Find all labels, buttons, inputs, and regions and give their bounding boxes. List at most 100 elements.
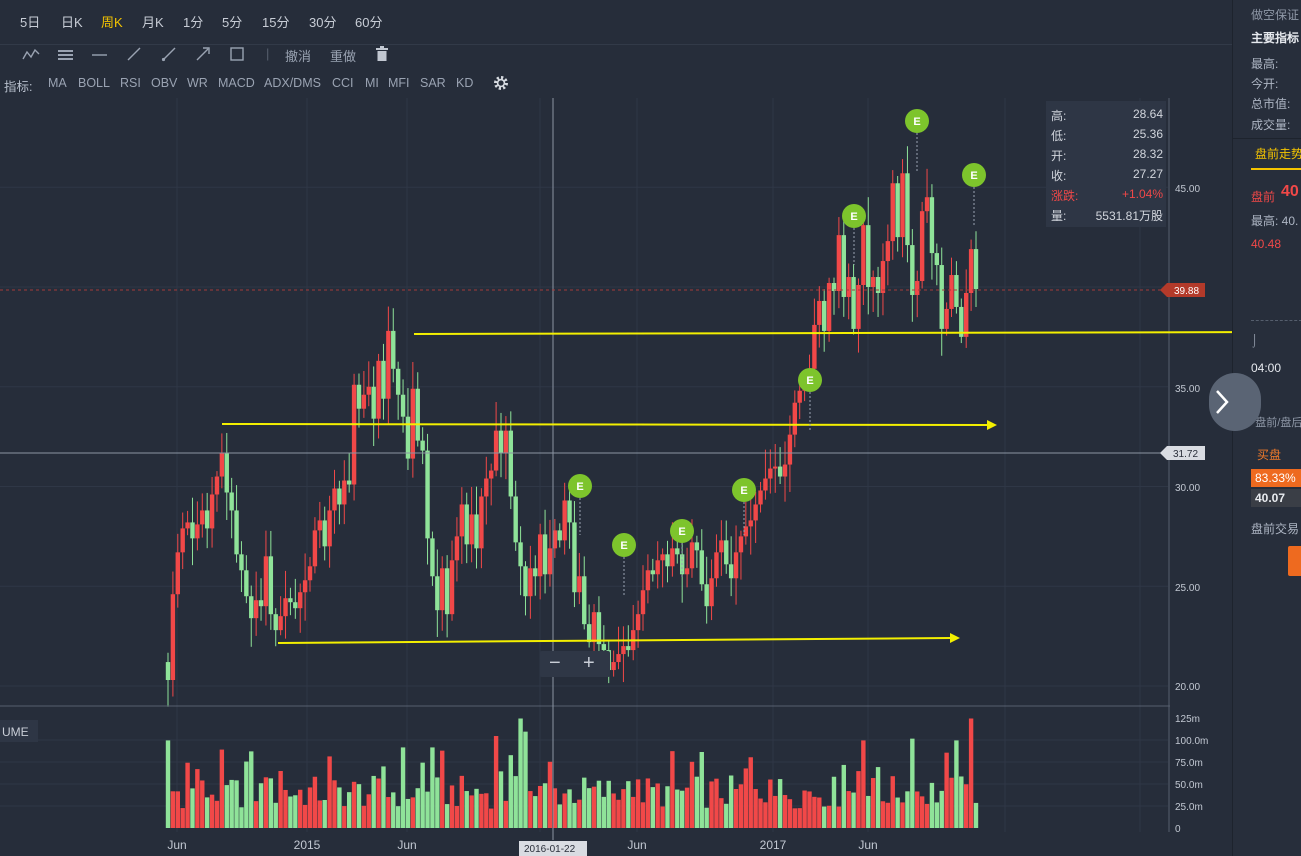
- tab-5min[interactable]: 5分: [222, 15, 243, 30]
- indicator-sar[interactable]: SAR: [420, 76, 446, 90]
- indicator-obv[interactable]: OBV: [151, 76, 178, 90]
- candle: [214, 471, 220, 512]
- ray-icon[interactable]: [161, 46, 177, 62]
- volume-bar: [870, 778, 876, 828]
- indicator-bar: 指标: MA BOLL RSI OBV WR MACD ADX/DMS CCI …: [0, 73, 1232, 94]
- indicator-boll[interactable]: BOLL: [78, 76, 110, 90]
- volume-tick-label: 25.0m: [1175, 802, 1203, 813]
- candle: [591, 604, 597, 661]
- candle: [165, 652, 171, 707]
- trash-icon[interactable]: [375, 46, 389, 62]
- candle: [239, 541, 244, 593]
- candle: [929, 184, 935, 280]
- candle: [459, 487, 465, 564]
- tab-weekly[interactable]: 周K: [101, 15, 123, 30]
- candle: [283, 570, 288, 639]
- arrow-icon[interactable]: [195, 46, 211, 62]
- tab-5day[interactable]: 5日: [20, 15, 41, 30]
- indicator-mfi[interactable]: MFI: [388, 76, 410, 90]
- crosshair-date-tag: 2016-01-22: [519, 841, 587, 856]
- ruler-icon[interactable]: [57, 48, 75, 62]
- volume-bar: [567, 789, 572, 828]
- svg-text:E: E: [850, 211, 857, 223]
- redo-button[interactable]: 重做: [330, 49, 357, 64]
- volume-bar: [253, 801, 259, 828]
- earnings-marker-icon: E: [568, 474, 592, 535]
- next-panel-button[interactable]: [1209, 373, 1261, 431]
- tab-daily[interactable]: 日K: [61, 15, 83, 30]
- tab-15min[interactable]: 15分: [262, 15, 290, 30]
- hline-icon[interactable]: [91, 48, 109, 62]
- svg-text:E: E: [970, 170, 977, 182]
- volume-bar: [537, 785, 543, 828]
- indicator-rsi[interactable]: RSI: [120, 76, 141, 90]
- price-chart[interactable]: E E E E E E E E 39.88 31.72 2016-01-22 45.00 35.…: [0, 98, 1232, 856]
- volume-bar: [371, 775, 376, 828]
- candle: [562, 482, 567, 555]
- earnings-markers[interactable]: E E E E E E E E: [568, 109, 986, 595]
- earnings-marker-icon: E: [732, 478, 756, 535]
- candle: [234, 485, 239, 563]
- zoom-out-icon[interactable]: −: [549, 652, 561, 674]
- settings-gear-icon[interactable]: [493, 75, 509, 91]
- candle: [346, 452, 352, 493]
- svg-text:E: E: [678, 526, 685, 538]
- mini-chart-bracket: ⌡: [1251, 333, 1259, 347]
- premarket-tab[interactable]: 盘前走势: [1255, 147, 1301, 161]
- volume-bar: [204, 797, 210, 828]
- mini-chart-dashed-line: [1251, 320, 1301, 321]
- candle: [170, 571, 176, 697]
- last-price-tag: 39.88: [1160, 283, 1205, 297]
- candle: [851, 263, 856, 335]
- tab-30min[interactable]: 30分: [309, 15, 337, 30]
- volume-bar: [675, 789, 680, 828]
- price-tick-label: 35.00: [1175, 384, 1200, 395]
- tab-monthly[interactable]: 月K: [142, 15, 164, 30]
- volume-bar: [518, 718, 523, 828]
- candle: [224, 432, 229, 520]
- candle: [684, 547, 690, 588]
- volume-bar: [802, 790, 807, 828]
- indicator-ma[interactable]: MA: [48, 76, 67, 90]
- volume-bar: [777, 779, 783, 828]
- indicator-mi[interactable]: MI: [365, 76, 379, 90]
- candle: [542, 509, 548, 594]
- segment-icon[interactable]: [126, 46, 142, 62]
- volume-bar: [351, 781, 357, 828]
- time-axis-labels: Jun 2015 Jun Jun 2017 Jun: [167, 838, 877, 852]
- indicator-kd[interactable]: KD: [456, 76, 474, 90]
- volume-bar: [498, 771, 504, 828]
- indicator-cci[interactable]: CCI: [332, 76, 354, 90]
- volume-bar: [278, 771, 283, 828]
- ohlc-tooltip: 高: 28.64 低: 25.36 开: 28.32 收: 27.27 涨跌: +1.04…: [1046, 101, 1166, 227]
- volume-bar: [866, 795, 871, 828]
- candle: [195, 501, 200, 551]
- svg-text:E: E: [620, 540, 627, 552]
- undo-button[interactable]: 撤消: [285, 49, 312, 64]
- line-icon[interactable]: [22, 47, 40, 63]
- indicator-wr[interactable]: WR: [187, 76, 208, 90]
- tab-1min[interactable]: 1分: [183, 15, 204, 30]
- low-value: 25.36: [1132, 127, 1163, 141]
- trade-button[interactable]: [1288, 546, 1301, 576]
- candle: [449, 540, 455, 621]
- volume-bar: [395, 806, 401, 828]
- volume-bar: [954, 740, 959, 828]
- candle: [812, 298, 817, 380]
- tab-60min[interactable]: 60分: [355, 15, 383, 30]
- rect-icon[interactable]: [229, 46, 245, 62]
- earnings-marker-icon: E: [842, 204, 866, 265]
- candle: [944, 302, 949, 336]
- candle: [557, 523, 562, 548]
- volume-bar: [234, 780, 239, 828]
- indicator-adxdms[interactable]: ADX/DMS: [264, 76, 321, 90]
- candle: [596, 596, 602, 662]
- volume-bar: [851, 792, 856, 828]
- trendline-bottom: [277, 637, 951, 644]
- volume-bar: [165, 740, 171, 828]
- volume-bar: [812, 796, 817, 828]
- indicator-macd[interactable]: MACD: [218, 76, 255, 90]
- candle: [645, 554, 651, 604]
- zoom-in-icon[interactable]: +: [583, 652, 595, 674]
- volume-bar: [645, 778, 651, 828]
